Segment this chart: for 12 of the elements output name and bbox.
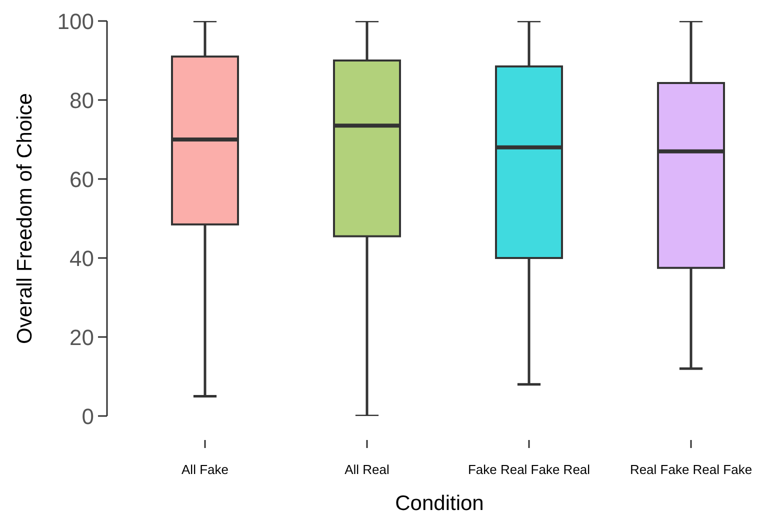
y-tick-label: 0 (82, 404, 94, 429)
y-tick-label: 80 (70, 88, 94, 113)
x-tick-label: All Real (344, 462, 390, 477)
x-tick-label: Real Fake Real Fake (630, 462, 752, 477)
x-tick-label: Fake Real Fake Real (468, 462, 590, 477)
y-tick-label: 100 (57, 8, 94, 34)
y-axis-title: Overall Freedom of Choice (13, 93, 36, 344)
x-tick-label: All Fake (182, 462, 228, 477)
y-tick-label: 60 (70, 166, 94, 192)
y-tick-label: 20 (70, 324, 94, 350)
y-tick-label: 40 (70, 246, 94, 271)
x-axis-title: Condition (395, 492, 484, 515)
